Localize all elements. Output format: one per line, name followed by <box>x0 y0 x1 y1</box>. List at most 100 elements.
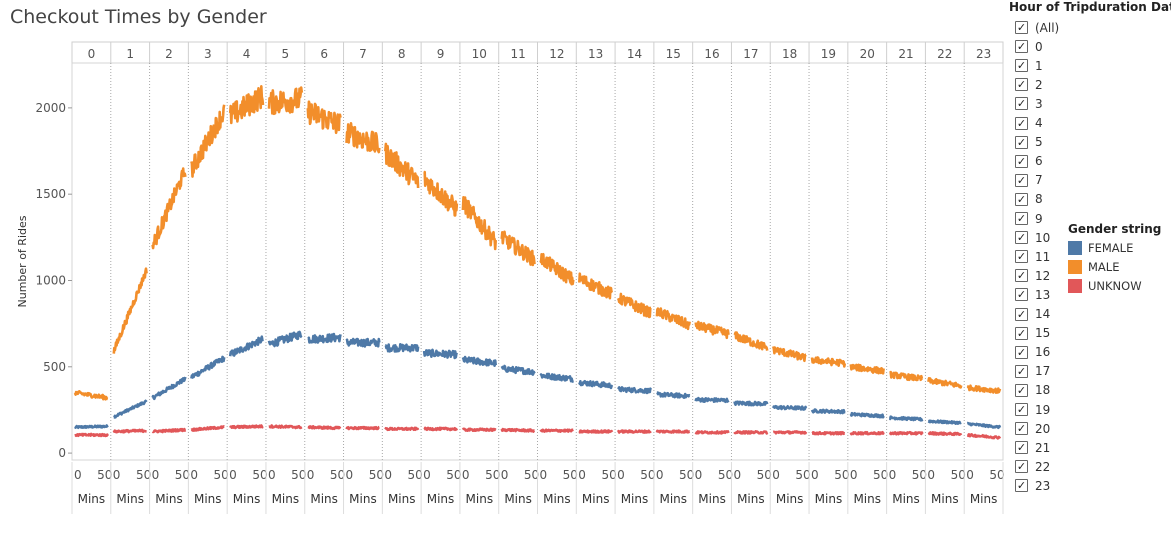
filter-item-18[interactable]: ✓ 18 <box>1015 382 1050 399</box>
x-unit-label: Mins <box>776 492 804 506</box>
filter-item-17[interactable]: ✓ 17 <box>1015 363 1050 380</box>
x-tick-label: 50 <box>97 468 112 482</box>
legend-item-unknow[interactable]: UNKNOW <box>1068 279 1168 293</box>
checkbox-icon[interactable]: ✓ <box>1015 441 1028 455</box>
checkbox-icon[interactable]: ✓ <box>1015 173 1028 187</box>
filter-item-21[interactable]: ✓ 21 <box>1015 439 1050 456</box>
filter-item-label: 18 <box>1035 383 1051 398</box>
x-tick-label: 0 <box>268 468 276 482</box>
checkbox-icon[interactable]: ✓ <box>1015 288 1028 302</box>
filter-item-1[interactable]: ✓ 1 <box>1015 57 1043 74</box>
filter-item-label: 11 <box>1035 249 1051 264</box>
series-line-male <box>616 292 652 319</box>
checkbox-icon[interactable]: ✓ <box>1015 59 1028 73</box>
filter-item-label: 20 <box>1035 421 1051 436</box>
panel-header-label: 20 <box>860 47 875 61</box>
filter-item-9[interactable]: ✓ 9 <box>1015 210 1043 227</box>
checkbox-icon[interactable]: ✓ <box>1015 422 1028 436</box>
checkbox-icon[interactable]: ✓ <box>1015 364 1028 378</box>
filter-item-16[interactable]: ✓ 16 <box>1015 344 1050 361</box>
checkbox-icon[interactable]: ✓ <box>1015 250 1028 264</box>
checkbox-icon[interactable]: ✓ <box>1015 269 1028 283</box>
filter-item-6[interactable]: ✓ 6 <box>1015 153 1043 170</box>
y-tick-label: 500 <box>43 360 66 374</box>
checkbox-icon[interactable]: ✓ <box>1015 78 1028 92</box>
x-unit-label: Mins <box>388 492 416 506</box>
series-line-male <box>423 170 459 217</box>
filter-item-7[interactable]: ✓ 7 <box>1015 172 1043 189</box>
series-line-male <box>500 230 536 267</box>
panel-header-label: 17 <box>743 47 758 61</box>
x-tick-label: 0 <box>462 468 470 482</box>
filter-item-19[interactable]: ✓ 19 <box>1015 401 1050 418</box>
filter-item-0[interactable]: ✓ 0 <box>1015 38 1043 55</box>
series-line-female <box>927 419 962 425</box>
x-tick-label: 50 <box>757 468 772 482</box>
checkbox-icon[interactable]: ✓ <box>1015 383 1028 397</box>
series-line-unknow <box>966 433 1002 440</box>
filter-item-20[interactable]: ✓ 20 <box>1015 420 1050 437</box>
series-line-female <box>500 364 536 376</box>
filter-item-23[interactable]: ✓ 23 <box>1015 477 1050 494</box>
checkbox-icon[interactable]: ✓ <box>1015 326 1028 340</box>
checkbox-icon[interactable]: ✓ <box>1015 40 1028 54</box>
x-tick-label: 0 <box>540 468 548 482</box>
x-tick-label: 0 <box>811 468 819 482</box>
checkbox-icon[interactable]: ✓ <box>1015 212 1028 225</box>
checkbox-icon[interactable]: ✓ <box>1015 154 1028 168</box>
series-line-female <box>113 399 148 419</box>
y-axis-label: Number of Rides <box>16 215 29 307</box>
filter-item-2[interactable]: ✓ 2 <box>1015 76 1043 93</box>
filter-item-3[interactable]: ✓ 3 <box>1015 95 1043 112</box>
filter-item-4[interactable]: ✓ 4 <box>1015 115 1043 132</box>
checkbox-icon[interactable]: ✓ <box>1015 21 1028 34</box>
series-line-male <box>694 320 730 340</box>
filter-item-14[interactable]: ✓ 14 <box>1015 306 1050 323</box>
x-tick-label: 50 <box>175 468 190 482</box>
checkbox-icon[interactable]: ✓ <box>1015 135 1028 149</box>
series-line-unknow <box>694 430 730 435</box>
filter-item-15[interactable]: ✓ 15 <box>1015 325 1050 342</box>
filter-item-label: 0 <box>1035 39 1043 54</box>
series-line-female <box>539 372 575 383</box>
legend-item-male[interactable]: MALE <box>1068 260 1168 274</box>
checkbox-icon[interactable]: ✓ <box>1015 116 1028 130</box>
x-tick-label: 50 <box>407 468 422 482</box>
panel-header-label: 14 <box>627 47 642 61</box>
x-tick-label: 0 <box>74 468 82 482</box>
checkbox-icon[interactable]: ✓ <box>1015 403 1028 416</box>
filter-item-22[interactable]: ✓ 22 <box>1015 458 1050 475</box>
filter-item-5[interactable]: ✓ 5 <box>1015 134 1043 151</box>
series-line-unknow <box>229 424 264 430</box>
x-unit-label: Mins <box>155 492 183 506</box>
checkbox-icon[interactable]: ✓ <box>1015 460 1028 474</box>
checkbox-icon[interactable]: ✓ <box>1015 192 1028 206</box>
filter-item-label: 6 <box>1035 154 1043 169</box>
x-tick-label: 0 <box>966 468 974 482</box>
series-line-male <box>733 331 769 351</box>
filter-item-10[interactable]: ✓ 10 <box>1015 229 1050 246</box>
checkbox-icon[interactable]: ✓ <box>1015 345 1028 359</box>
x-tick-label: 0 <box>190 468 198 482</box>
filter-item-all[interactable]: ✓ (All) <box>1015 19 1059 36</box>
series-line-unknow <box>345 425 381 431</box>
filter-item-8[interactable]: ✓ 8 <box>1015 191 1043 208</box>
checkbox-icon[interactable]: ✓ <box>1015 479 1028 493</box>
checkbox-icon[interactable]: ✓ <box>1015 307 1028 321</box>
x-tick-label: 0 <box>501 468 509 482</box>
x-tick-label: 0 <box>772 468 780 482</box>
series-line-female <box>772 404 808 411</box>
series-line-female <box>307 332 342 344</box>
filter-item-13[interactable]: ✓ 13 <box>1015 286 1050 303</box>
legend-item-female[interactable]: FEMALE <box>1068 241 1168 255</box>
x-tick-label: 50 <box>951 468 966 482</box>
panel-header-label: 12 <box>549 47 564 61</box>
series-line-unknow <box>616 429 652 434</box>
checkbox-icon[interactable]: ✓ <box>1015 231 1028 245</box>
filter-item-12[interactable]: ✓ 12 <box>1015 267 1050 284</box>
x-tick-label: 50 <box>795 468 810 482</box>
filter-item-11[interactable]: ✓ 11 <box>1015 248 1050 265</box>
filter-item-label: 5 <box>1035 135 1043 150</box>
panel-header-label: 3 <box>204 47 212 61</box>
checkbox-icon[interactable]: ✓ <box>1015 97 1028 111</box>
